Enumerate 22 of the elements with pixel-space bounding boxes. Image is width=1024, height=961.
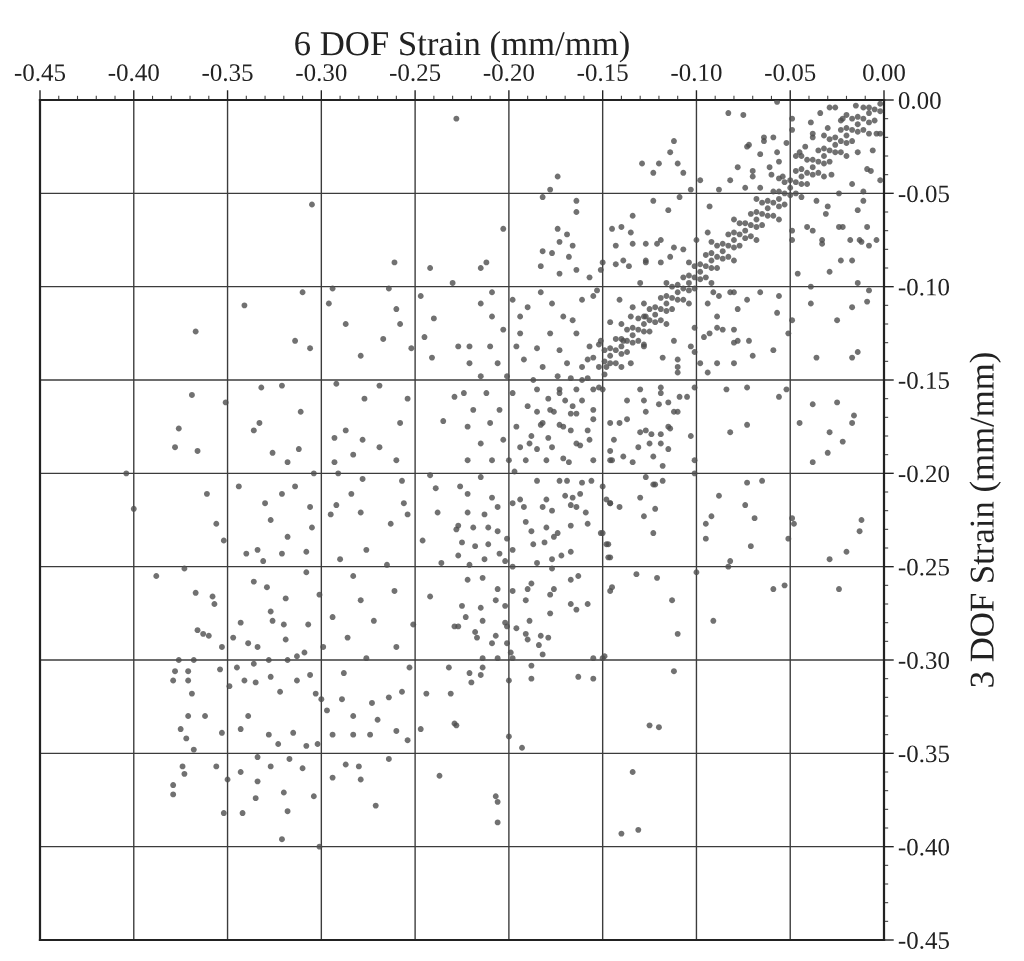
x-tick-label: -0.25	[390, 64, 441, 82]
y-tick-label: -0.15	[898, 372, 949, 390]
x-tick-label: -0.05	[765, 64, 816, 82]
y-tick-label: 0.00	[898, 92, 941, 110]
y-axis-title: 3 DOF Strain (mm/mm)	[969, 353, 1001, 687]
x-tick-label: -0.20	[483, 64, 534, 82]
x-tick-label: -0.35	[202, 64, 253, 82]
y-tick-label: -0.35	[898, 745, 949, 763]
y-tick-label: -0.40	[898, 838, 950, 856]
y-tick-label: -0.10	[898, 278, 950, 296]
x-axis-title: 6 DOF Strain (mm/mm)	[295, 31, 629, 63]
y-tick-label: -0.05	[898, 185, 949, 203]
x-tick-label: -0.10	[671, 64, 722, 82]
x-tick-label: 0.00	[863, 64, 905, 82]
y-tick-label: -0.25	[898, 558, 949, 576]
x-tick-label: -0.30	[296, 64, 347, 82]
y-tick-label: -0.45	[898, 932, 949, 950]
x-tick-label: -0.40	[108, 64, 159, 82]
x-tick-label: -0.45	[14, 64, 66, 82]
y-tick-label: -0.30	[898, 652, 950, 670]
x-tick-label: -0.15	[577, 64, 628, 82]
y-tick-label: -0.20	[898, 465, 950, 483]
